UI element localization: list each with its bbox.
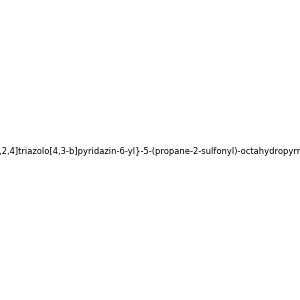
Text: 2-{3-Methyl-[1,2,4]triazolo[4,3-b]pyridazin-6-yl}-5-(propane-2-sulfonyl)-octahyd: 2-{3-Methyl-[1,2,4]triazolo[4,3-b]pyrida… xyxy=(0,147,300,156)
